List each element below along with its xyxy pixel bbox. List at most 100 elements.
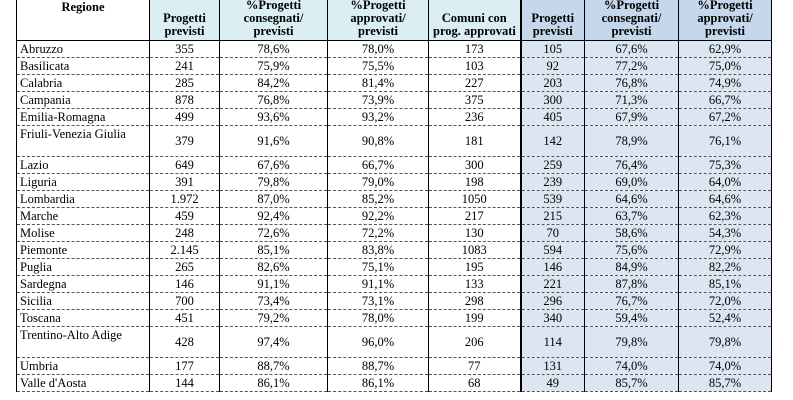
value-cell: 91,1% bbox=[219, 275, 328, 293]
column-header-1: Progetti previsti bbox=[149, 0, 220, 41]
value-cell: 79,2% bbox=[219, 309, 328, 327]
value-cell: 70 bbox=[519, 224, 585, 242]
table-row: Puglia 265 82,6% 75,1% 195 146 84,9% 82,2% bbox=[16, 258, 772, 276]
value-cell: 93,6% bbox=[219, 108, 328, 126]
value-cell: 77 bbox=[428, 357, 521, 375]
region-name-cell: Calabria bbox=[16, 74, 150, 92]
value-cell: 92,4% bbox=[219, 207, 328, 225]
value-cell: 72,6% bbox=[219, 224, 328, 242]
value-cell: 499 bbox=[149, 108, 220, 126]
region-name-cell: Campania bbox=[16, 91, 150, 109]
column-header-5-line-1: previsti bbox=[532, 24, 573, 38]
column-header-2-line-0: %Progetti bbox=[245, 0, 302, 12]
value-cell: 75,3% bbox=[678, 156, 772, 174]
region-name-cell: Marche bbox=[16, 207, 150, 225]
region-name-cell: Trentino-Alto Adige bbox=[16, 326, 150, 358]
value-cell: 76,1% bbox=[678, 125, 772, 157]
region-name-cell: Emilia-Romagna bbox=[16, 108, 150, 126]
table-row: Marche 459 92,4% 92,2% 217 215 63,7% 62,3% bbox=[16, 207, 772, 225]
table-row: Liguria 391 79,8% 79,0% 198 239 69,0% 64,0% bbox=[16, 173, 772, 191]
column-header-3-line-2: previsti bbox=[357, 24, 399, 38]
table-row: Basilicata 241 75,9% 75,5% 103 92 77,2% 75,0% bbox=[16, 57, 772, 75]
value-cell: 199 bbox=[428, 309, 521, 327]
region-name-cell: Piemonte bbox=[16, 241, 150, 259]
value-cell: 86,1% bbox=[327, 374, 429, 392]
value-cell: 300 bbox=[519, 91, 585, 109]
value-cell: 92 bbox=[519, 57, 585, 75]
value-cell: 379 bbox=[149, 125, 220, 157]
table-row: Sicilia 700 73,4% 73,1% 298 296 76,7% 72,0% bbox=[16, 292, 772, 310]
value-cell: 375 bbox=[428, 91, 521, 109]
value-cell: 67,6% bbox=[584, 40, 679, 58]
column-header-0-line-0: Regione bbox=[61, 0, 105, 14]
value-cell: 114 bbox=[519, 326, 585, 358]
value-cell: 79,8% bbox=[219, 173, 328, 191]
value-cell: 405 bbox=[519, 108, 585, 126]
value-cell: 236 bbox=[428, 108, 521, 126]
value-cell: 265 bbox=[149, 258, 220, 276]
region-name-cell: Lombardia bbox=[16, 190, 150, 208]
table-row: Valle d'Aosta 144 86,1% 86,1% 68 49 85,7% 85,7% bbox=[16, 374, 772, 392]
value-cell: 62,9% bbox=[678, 40, 772, 58]
column-header-6-line-1: consegnati/ bbox=[601, 11, 662, 25]
value-cell: 74,0% bbox=[584, 357, 679, 375]
value-cell: 66,7% bbox=[678, 91, 772, 109]
value-cell: 146 bbox=[149, 275, 220, 293]
value-cell: 340 bbox=[519, 309, 585, 327]
column-header-5-line-0: Progetti bbox=[531, 11, 575, 25]
value-cell: 49 bbox=[519, 374, 585, 392]
value-cell: 1083 bbox=[428, 241, 521, 259]
column-header-2-line-2: previsti bbox=[253, 24, 294, 38]
value-cell: 73,9% bbox=[327, 91, 429, 109]
value-cell: 85,1% bbox=[219, 241, 328, 259]
value-cell: 71,3% bbox=[584, 91, 679, 109]
value-cell: 459 bbox=[149, 207, 220, 225]
value-cell: 133 bbox=[428, 275, 521, 293]
column-header-2: %Progetti consegnati/previsti bbox=[219, 0, 328, 41]
value-cell: 173 bbox=[428, 40, 521, 58]
table-row: Campania 878 76,8% 73,9% 375 300 71,3% 66,7% bbox=[16, 91, 772, 109]
value-cell: 428 bbox=[149, 326, 220, 358]
value-cell: 74,9% bbox=[678, 74, 772, 92]
value-cell: 75,0% bbox=[678, 57, 772, 75]
table-row: Lombardia 1.972 87,0% 85,2% 1050 539 64,6% 64,6… bbox=[16, 190, 772, 208]
value-cell: 146 bbox=[519, 258, 585, 276]
value-cell: 93,2% bbox=[327, 108, 429, 126]
column-header-3: %Progetti approvati/previsti bbox=[327, 0, 429, 41]
value-cell: 74,0% bbox=[678, 357, 772, 375]
value-cell: 72,0% bbox=[678, 292, 772, 310]
value-cell: 198 bbox=[428, 173, 521, 191]
value-cell: 221 bbox=[519, 275, 585, 293]
value-cell: 649 bbox=[149, 156, 220, 174]
value-cell: 76,8% bbox=[219, 91, 328, 109]
column-header-6-line-2: previsti bbox=[611, 24, 652, 38]
table-row: Friuli-Venezia Giulia 379 91,6% 90,8% 181 142… bbox=[16, 125, 772, 157]
value-cell: 130 bbox=[428, 224, 521, 242]
value-cell: 177 bbox=[149, 357, 220, 375]
column-header-2-line-1: consegnati/ bbox=[243, 11, 304, 25]
value-cell: 700 bbox=[149, 292, 220, 310]
value-cell: 227 bbox=[428, 74, 521, 92]
value-cell: 68 bbox=[428, 374, 521, 392]
table-row: Toscana 451 79,2% 78,0% 199 340 59,4% 52,4% bbox=[16, 309, 772, 327]
value-cell: 73,1% bbox=[327, 292, 429, 310]
value-cell: 1.972 bbox=[149, 190, 220, 208]
value-cell: 239 bbox=[519, 173, 585, 191]
header-row: Regione Progetti previsti %Progetti consegna… bbox=[16, 0, 772, 41]
region-name-cell: Puglia bbox=[16, 258, 150, 276]
value-cell: 82,2% bbox=[678, 258, 772, 276]
value-cell: 75,1% bbox=[327, 258, 429, 276]
value-cell: 67,2% bbox=[678, 108, 772, 126]
value-cell: 64,6% bbox=[584, 190, 679, 208]
table-row: Molise 248 72,6% 72,2% 130 70 58,6% 54,3% bbox=[16, 224, 772, 242]
value-cell: 88,7% bbox=[219, 357, 328, 375]
value-cell: 248 bbox=[149, 224, 220, 242]
table-row: Trentino-Alto Adige 428 97,4% 96,0% 206 114 79… bbox=[16, 326, 772, 358]
value-cell: 78,6% bbox=[219, 40, 328, 58]
column-header-3-line-0: %Progetti bbox=[350, 0, 406, 12]
region-name-cell: Valle d'Aosta bbox=[16, 374, 150, 392]
table-row: Emilia-Romagna 499 93,6% 93,2% 236 405 67,9% 67… bbox=[16, 108, 772, 126]
column-header-1-line-1: previsti bbox=[164, 24, 205, 38]
value-cell: 217 bbox=[428, 207, 521, 225]
value-cell: 79,8% bbox=[678, 326, 772, 358]
